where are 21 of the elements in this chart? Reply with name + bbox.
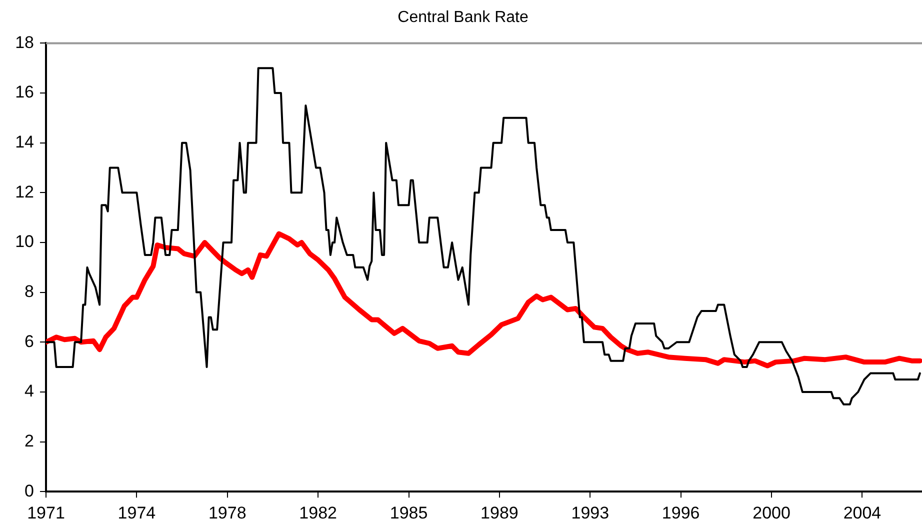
x-tick-label: 1978 bbox=[208, 503, 246, 522]
x-tick-label: 1993 bbox=[571, 503, 610, 522]
y-tick-label: 2 bbox=[24, 431, 34, 450]
y-tick-label: 8 bbox=[24, 282, 34, 301]
x-tick-label: 2000 bbox=[752, 503, 790, 522]
y-tick-label: 18 bbox=[15, 32, 34, 52]
chart-title: Central Bank Rate bbox=[398, 9, 528, 26]
x-tick-label: 1974 bbox=[118, 503, 156, 522]
y-tick-label: 6 bbox=[24, 332, 34, 351]
x-tick-label: 1989 bbox=[480, 503, 518, 522]
y-tick-label: 0 bbox=[24, 481, 34, 500]
y-tick-label: 4 bbox=[24, 382, 34, 401]
y-tick-label: 12 bbox=[15, 182, 34, 202]
y-tick-label: 10 bbox=[15, 232, 34, 252]
x-tick-label: 1971 bbox=[27, 503, 65, 522]
x-tick-label: 1985 bbox=[390, 503, 428, 522]
y-tick-label: 16 bbox=[15, 82, 34, 102]
y-tick-label: 14 bbox=[15, 132, 34, 152]
x-tick-label: 1982 bbox=[299, 503, 337, 522]
x-tick-label: 1996 bbox=[662, 503, 700, 522]
x-tick-label: 2004 bbox=[843, 503, 882, 522]
